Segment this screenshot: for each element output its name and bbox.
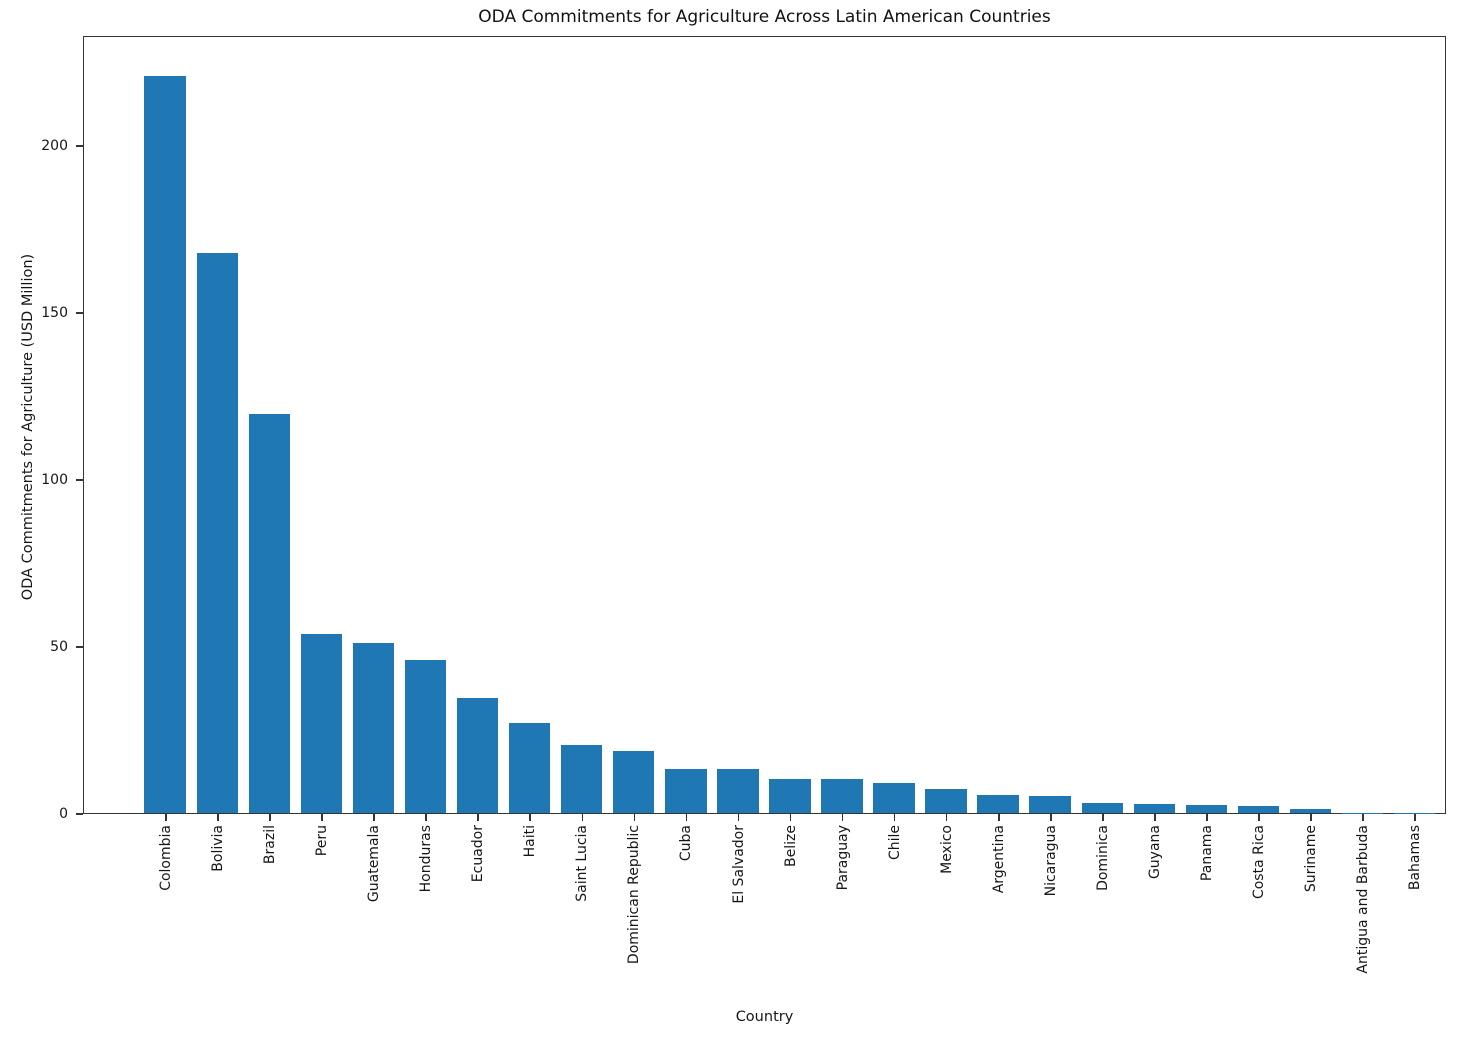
x-tick-label-saint-lucia: Saint Lucia: [574, 825, 591, 902]
x-tick-mark: [1414, 814, 1416, 821]
y-tick-mark: [76, 312, 83, 314]
bar-bolivia: [196, 252, 239, 813]
x-tick-label-brazil: Brazil: [261, 825, 278, 865]
x-tick-mark: [269, 814, 271, 821]
y-tick-label: 150: [41, 304, 68, 321]
x-tick-label-cuba: Cuba: [678, 825, 695, 862]
x-tick-mark: [998, 814, 1000, 821]
x-tick-label-peru: Peru: [314, 825, 330, 857]
bar-guatemala: [352, 642, 395, 813]
bar-dominican-republic: [612, 751, 655, 813]
x-tick-mark: [1310, 814, 1312, 821]
bar-nicaragua: [1029, 795, 1071, 813]
x-tick-label-paraguay: Paraguay: [834, 825, 851, 891]
x-tick-mark: [1102, 814, 1104, 821]
y-tick-label: 50: [50, 638, 68, 655]
bar-peru: [300, 634, 343, 813]
x-tick-mark: [1154, 814, 1156, 821]
x-tick-mark: [321, 814, 323, 821]
x-tick-label-belize: Belize: [782, 825, 799, 867]
x-tick-mark: [893, 814, 896, 821]
x-tick-mark: [1050, 814, 1052, 821]
x-tick-label-chile: Chile: [886, 825, 903, 861]
x-tick-label-colombia: Colombia: [157, 825, 174, 891]
bar-suriname: [1289, 808, 1332, 813]
bar-dominica: [1081, 803, 1124, 813]
y-tick-label: 100: [41, 471, 68, 488]
bar-paraguay: [821, 779, 863, 813]
bar-argentina: [977, 795, 1019, 813]
chart-title: ODA Commitments for Agriculture Across L…: [478, 7, 1051, 27]
x-tick-mark: [685, 814, 688, 821]
x-tick-mark: [1362, 814, 1364, 821]
y-tick-label: 200: [41, 137, 68, 154]
y-tick-label: 0: [59, 805, 68, 822]
x-tick-label-argentina: Argentina: [990, 825, 1007, 894]
x-tick-label-bolivia: Bolivia: [209, 825, 226, 872]
x-tick-label-mexico: Mexico: [938, 825, 955, 874]
bar-cuba: [665, 768, 707, 813]
x-tick-mark: [477, 814, 479, 821]
x-tick-mark: [373, 814, 375, 821]
x-tick-label-bahamas: Bahamas: [1407, 825, 1424, 891]
x-tick-label-haiti: Haiti: [522, 825, 539, 858]
x-tick-label-nicaragua: Nicaragua: [1042, 825, 1059, 897]
x-tick-label-suriname: Suriname: [1303, 825, 1320, 893]
bar-honduras: [404, 660, 447, 813]
x-tick-mark: [945, 814, 948, 821]
x-tick-mark: [633, 814, 636, 821]
bar-ecuador: [456, 697, 499, 813]
plot-area: [83, 36, 1446, 814]
x-tick-label-panama: Panama: [1199, 825, 1215, 882]
y-tick-mark: [76, 813, 83, 815]
x-tick-mark: [1258, 814, 1260, 821]
bar-costa-rica: [1237, 805, 1280, 813]
x-tick-label-dominican-republic: Dominican Republic: [626, 825, 643, 965]
y-tick-mark: [76, 646, 83, 648]
bar-mexico: [925, 789, 967, 813]
bar-el-salvador: [717, 769, 759, 813]
bar-saint-lucia: [560, 744, 603, 813]
bar-haiti: [508, 722, 551, 813]
y-tick-mark: [76, 145, 83, 147]
x-tick-mark: [581, 814, 584, 821]
x-tick-label-guatemala: Guatemala: [366, 825, 382, 903]
bar-panama: [1185, 805, 1228, 813]
x-tick-mark: [165, 814, 167, 821]
x-tick-label-dominica: Dominica: [1094, 825, 1111, 891]
bar-chile: [873, 782, 915, 813]
x-tick-label-honduras: Honduras: [418, 825, 435, 893]
x-tick-mark: [217, 814, 219, 821]
x-tick-label-el-salvador: El Salvador: [730, 825, 747, 904]
x-tick-label-antigua-and-barbuda: Antigua and Barbuda: [1355, 825, 1372, 974]
x-tick-mark: [529, 814, 531, 821]
x-axis-label: Country: [735, 1009, 794, 1025]
bar-guyana: [1133, 804, 1176, 813]
x-tick-mark: [425, 814, 427, 821]
x-tick-label-ecuador: Ecuador: [470, 825, 487, 883]
y-tick-mark: [76, 479, 83, 481]
x-tick-label-guyana: Guyana: [1146, 825, 1163, 880]
x-tick-mark: [1206, 814, 1208, 821]
x-tick-mark: [737, 814, 740, 821]
bar-belize: [769, 778, 811, 813]
x-tick-mark: [841, 814, 844, 821]
x-tick-label-costa-rica: Costa Rica: [1251, 825, 1268, 900]
x-tick-mark: [789, 814, 792, 821]
bar-colombia: [144, 75, 186, 813]
bar-brazil: [248, 414, 291, 813]
